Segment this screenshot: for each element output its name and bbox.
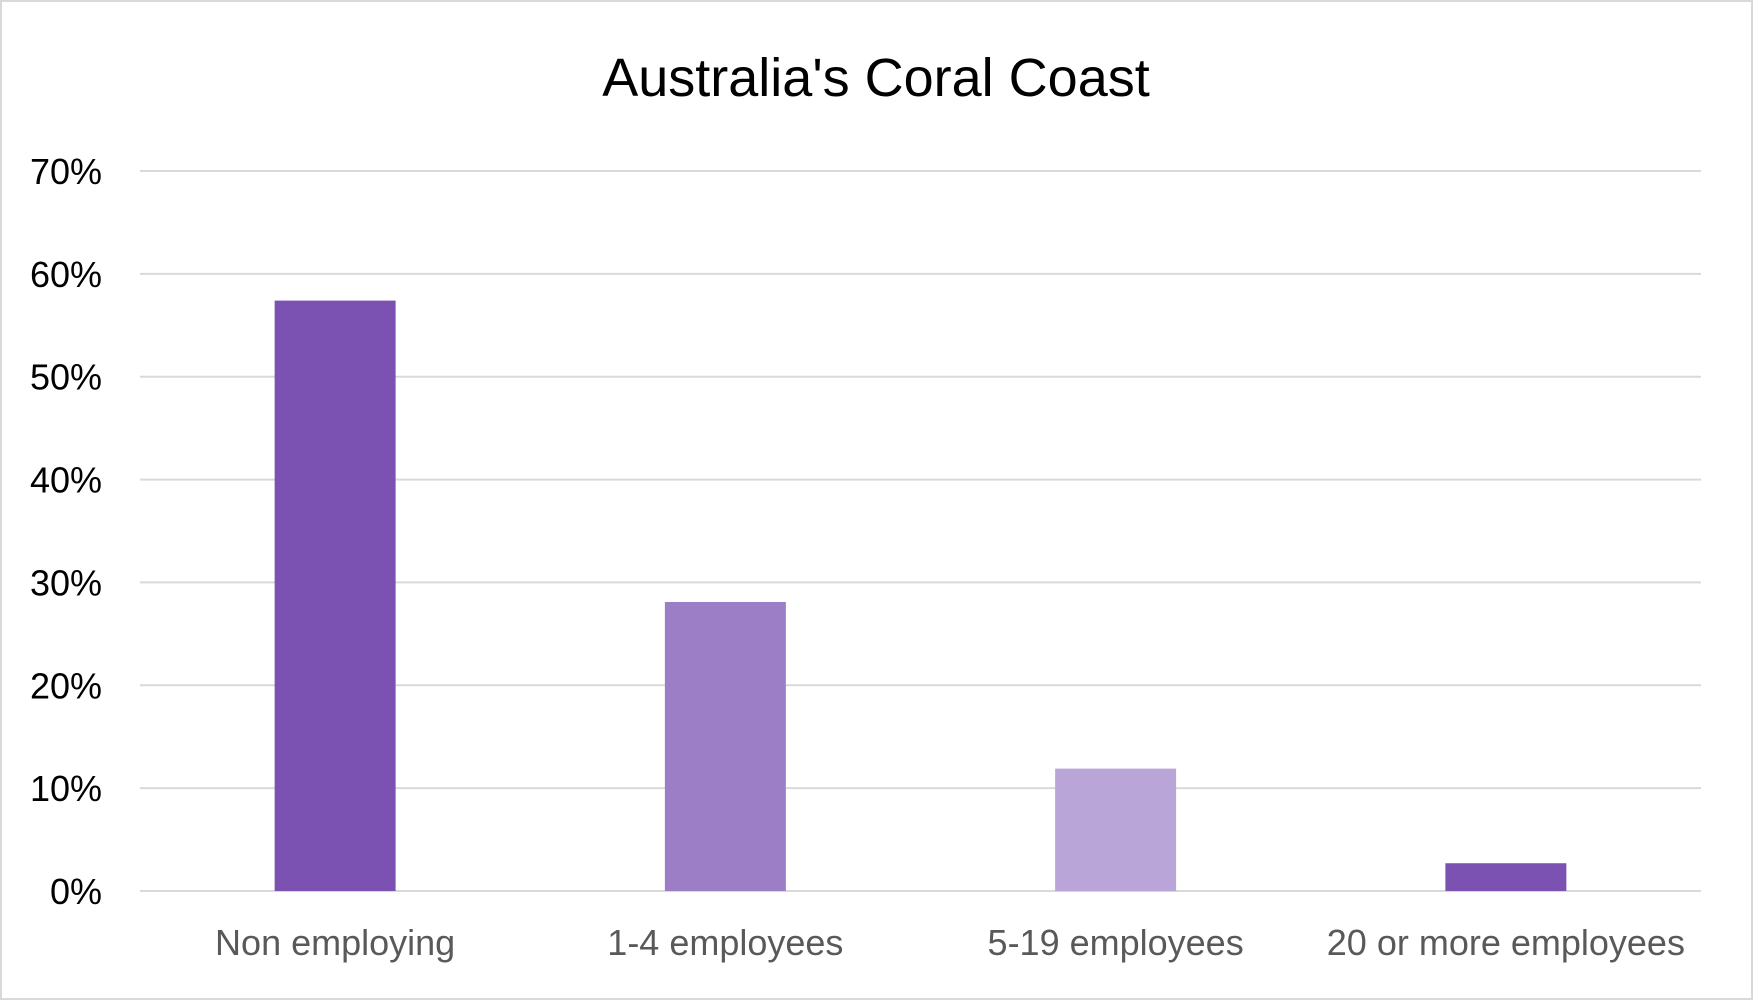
- y-tick-label: 70%: [30, 151, 102, 192]
- bars: [274, 300, 1567, 892]
- x-tick-label: 20 or more employees: [1327, 922, 1685, 963]
- bar: [1445, 863, 1567, 891]
- y-tick-label: 10%: [30, 768, 102, 809]
- y-tick-label: 20%: [30, 665, 102, 706]
- y-tick-label: 30%: [30, 562, 102, 603]
- x-tick-label: 1-4 employees: [607, 922, 843, 963]
- y-tick-label: 0%: [50, 871, 102, 912]
- x-axis-ticks: Non employing 1-4 employees 5-19 employees…: [215, 922, 1685, 963]
- x-tick-label: Non employing: [215, 922, 455, 963]
- y-tick-label: 50%: [30, 357, 102, 398]
- bar: [1055, 768, 1177, 891]
- y-axis-ticks: 0% 10% 20% 30% 40% 50% 60% 70%: [30, 151, 102, 912]
- y-tick-label: 60%: [30, 254, 102, 295]
- bar: [274, 300, 396, 892]
- gridlines: [140, 170, 1701, 892]
- bar: [664, 601, 786, 891]
- y-tick-label: 40%: [30, 460, 102, 501]
- chart-title: Australia's Coral Coast: [602, 48, 1150, 108]
- x-tick-label: 5-19 employees: [988, 922, 1244, 963]
